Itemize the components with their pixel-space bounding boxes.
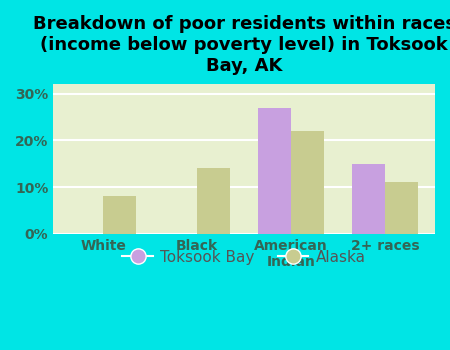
Legend: Toksook Bay, Alaska: Toksook Bay, Alaska [116, 244, 372, 271]
Bar [104, 196, 136, 234]
Bar [352, 164, 385, 234]
Title: Breakdown of poor residents within races
(income below poverty level) in Toksook: Breakdown of poor residents within races… [32, 15, 450, 75]
Bar [385, 182, 418, 234]
Bar [197, 168, 230, 234]
Bar [258, 108, 291, 234]
Bar [291, 131, 324, 234]
